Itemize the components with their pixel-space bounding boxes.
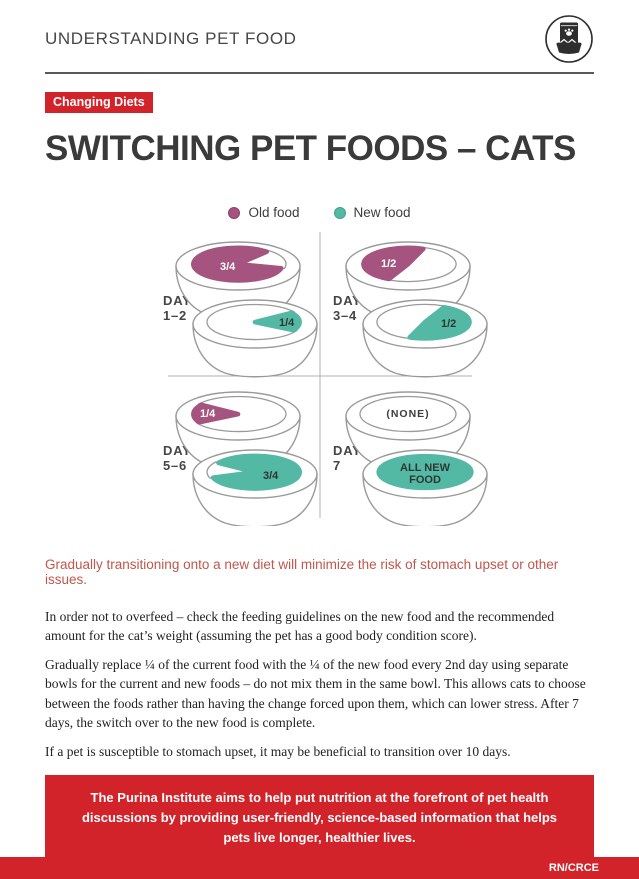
fraction-label: 3/4 bbox=[263, 470, 279, 482]
old-food-bowl-empty: (NONE) bbox=[345, 391, 471, 470]
paragraph: In order not to overfeed – check the fee… bbox=[45, 609, 555, 644]
legend-item-new-food: New food bbox=[333, 205, 411, 220]
fraction-label: 1/4 bbox=[200, 408, 216, 420]
header-title: UNDERSTANDING PET FOOD bbox=[45, 29, 297, 48]
fraction-label: 1/4 bbox=[279, 317, 295, 329]
new-food-bowl: 3/4 bbox=[192, 449, 318, 528]
new-food-bowl: 1/4 bbox=[192, 299, 318, 378]
quadrant-days-1-2: DAYS 1–2 3/4 1/4 bbox=[163, 241, 318, 378]
day-label: 5–6 bbox=[163, 458, 187, 473]
new-food-bowl-full: ALL NEW FOOD bbox=[362, 449, 488, 528]
legend-label: New food bbox=[353, 205, 411, 220]
body-copy: In order not to overfeed – check the fee… bbox=[45, 607, 594, 761]
day-label: 1–2 bbox=[163, 308, 187, 323]
day-label: 7 bbox=[333, 458, 341, 473]
new-food-dot-icon bbox=[333, 206, 346, 219]
paragraph: If a pet is susceptible to stomach upset… bbox=[45, 743, 511, 759]
new-food-bowl: 1/2 bbox=[362, 299, 488, 378]
highlight-sentence: Gradually transitioning onto a new diet … bbox=[45, 557, 559, 587]
purina-institute-callout: The Purina Institute aims to help put nu… bbox=[45, 775, 594, 862]
header: UNDERSTANDING PET FOOD bbox=[45, 0, 594, 74]
legend-item-old-food: Old food bbox=[228, 205, 300, 220]
quadrant-day-7: DAY 7 (NONE) ALL NEW FOOD bbox=[333, 391, 488, 528]
none-label: (NONE) bbox=[386, 408, 429, 420]
legend-label: Old food bbox=[248, 205, 300, 220]
day-label: 3–4 bbox=[333, 308, 357, 323]
old-food-bowl: 3/4 bbox=[175, 241, 301, 320]
old-food-bowl: 1/2 bbox=[345, 241, 471, 320]
all-new-food-label: ALL NEW bbox=[400, 462, 451, 474]
fraction-label: 1/2 bbox=[381, 258, 396, 270]
fraction-label: 1/2 bbox=[441, 318, 456, 330]
footer-code: RN/CRCE bbox=[548, 862, 599, 874]
pet-food-bag-bowl-icon bbox=[545, 15, 593, 63]
fraction-label: 3/4 bbox=[220, 261, 236, 273]
section-badge: Changing Diets bbox=[45, 92, 153, 113]
quadrant-days-3-4: DAYS 3–4 1/2 1/2 bbox=[333, 241, 488, 378]
all-new-food-label: FOOD bbox=[409, 474, 441, 486]
old-food-bowl: 1/4 bbox=[175, 391, 301, 470]
quadrant-days-5-6: DAYS 5–6 1/4 3/4 bbox=[163, 391, 318, 528]
day-label: DAY bbox=[333, 443, 362, 458]
page-title: SWITCHING PET FOODS – CATS bbox=[45, 129, 576, 168]
old-food-dot-icon bbox=[228, 206, 241, 219]
paragraph: Gradually replace ¼ of the current food … bbox=[45, 657, 586, 730]
footer-code-bar: RN/CRCE bbox=[0, 857, 639, 879]
transition-diagram: DAYS 1–2 3/4 1/4 bbox=[150, 226, 639, 531]
legend: Old food New food bbox=[0, 205, 639, 220]
